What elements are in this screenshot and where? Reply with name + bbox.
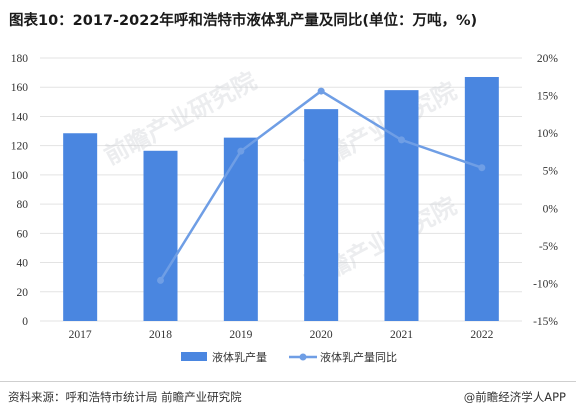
left-tick-label: 40 <box>17 258 29 270</box>
source-note: 资料来源：呼和浩特市统计局 前瞻产业研究院 <box>8 390 242 404</box>
yoy-point-2022 <box>478 164 486 172</box>
right-tick-label: 5% <box>543 166 559 178</box>
x-axis-ticks: 2017 2018 2019 2020 2021 2022 <box>69 329 494 341</box>
x-tick-label: 2021 <box>390 329 413 341</box>
footer-divider <box>0 381 576 382</box>
right-tick-label: 20% <box>537 53 559 65</box>
yoy-point-2021 <box>398 136 405 144</box>
x-tick-label: 2020 <box>310 329 333 341</box>
x-tick-label: 2018 <box>149 329 172 341</box>
right-axis-ticks: -15% -10% -5% 0% 5% 10% 15% 20% <box>533 53 558 328</box>
left-tick-label: 0 <box>22 316 28 328</box>
line-series <box>157 87 486 284</box>
yoy-point-2018 <box>157 276 164 284</box>
bar-2019 <box>223 137 258 321</box>
bar-2020 <box>304 109 339 321</box>
right-tick-label: -10% <box>533 278 558 290</box>
yoy-point-2019 <box>237 147 245 155</box>
right-tick-label: 10% <box>537 128 559 140</box>
right-tick-label: 15% <box>537 91 559 103</box>
bar-2021 <box>384 90 419 322</box>
bar-2017 <box>63 133 98 321</box>
right-tick-label: -15% <box>533 316 558 328</box>
left-tick-label: 20 <box>17 287 29 299</box>
x-tick-label: 2019 <box>229 329 252 341</box>
yoy-point-2020 <box>317 87 325 95</box>
bar-2018 <box>143 150 178 321</box>
left-tick-label: 120 <box>11 141 29 153</box>
left-tick-label: 100 <box>11 170 29 182</box>
left-axis-ticks: 0 20 40 60 80 100 120 140 160 180 <box>11 53 29 328</box>
x-tick-label: 2017 <box>69 329 92 341</box>
left-tick-label: 140 <box>11 111 29 123</box>
legend-bar-swatch <box>181 352 207 361</box>
legend-bar-label: 液体乳产量 <box>212 350 267 364</box>
gridlines <box>40 57 522 322</box>
right-tick-label: 0% <box>543 203 559 215</box>
left-tick-label: 160 <box>11 82 29 94</box>
left-tick-label: 60 <box>17 228 29 240</box>
left-tick-label: 180 <box>11 53 29 65</box>
right-tick-label: -5% <box>539 241 559 253</box>
brand-label: @前瞻经济学人APP <box>463 390 566 404</box>
legend-line-marker <box>299 353 307 361</box>
legend: 液体乳产量 液体乳产量同比 <box>181 350 397 364</box>
bar-2022 <box>464 76 499 321</box>
legend-line-label: 液体乳产量同比 <box>320 350 397 364</box>
chart-title: 图表10：2017-2022年呼和浩特市液体乳产量及同比(单位：万吨，%) <box>9 13 478 29</box>
bar-series <box>63 76 499 322</box>
x-tick-label: 2022 <box>470 329 493 341</box>
left-tick-label: 80 <box>17 199 29 211</box>
